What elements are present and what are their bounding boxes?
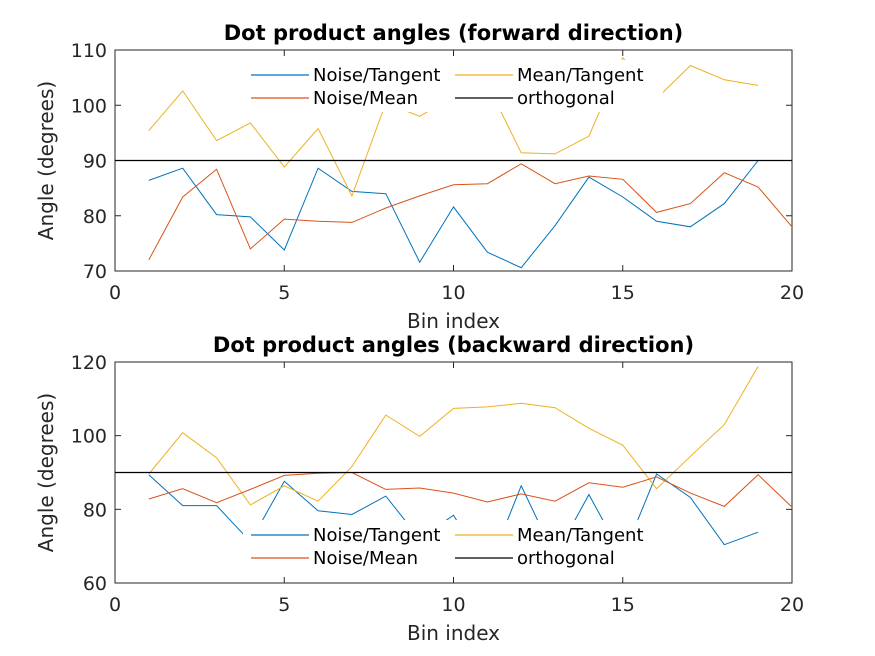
legend-background xyxy=(243,60,663,112)
x-tick-label: 20 xyxy=(780,282,804,304)
chart-title: Dot product angles (backward direction) xyxy=(213,333,694,357)
y-tick-label: 60 xyxy=(83,573,107,595)
series-line-noise-mean xyxy=(148,471,793,508)
y-axis-label: Angle (degrees) xyxy=(34,81,58,240)
legend-background xyxy=(243,520,663,572)
legend-label-mean-tangent: Mean/Tangent xyxy=(517,525,644,546)
y-tick-label: 80 xyxy=(83,499,107,521)
x-tick-label: 0 xyxy=(109,594,121,616)
y-tick-label: 80 xyxy=(83,206,107,228)
legend-label-orthogonal: orthogonal xyxy=(517,548,615,569)
y-tick-label: 90 xyxy=(83,151,107,173)
chart-title: Dot product angles (forward direction) xyxy=(224,21,684,45)
legend-label-noise-tangent: Noise/Tangent xyxy=(313,525,440,546)
series-line-noise-mean xyxy=(148,163,793,261)
legend-label-noise-mean: Noise/Mean xyxy=(313,88,418,109)
y-tick-label: 70 xyxy=(83,261,107,283)
x-axis-label: Bin index xyxy=(407,621,500,645)
x-tick-label: 5 xyxy=(278,594,290,616)
y-tick-label: 120 xyxy=(71,352,107,374)
legend-label-mean-tangent: Mean/Tangent xyxy=(517,65,644,86)
series-line-mean-tangent xyxy=(148,366,759,506)
legend-label-noise-tangent: Noise/Tangent xyxy=(313,65,440,86)
x-tick-label: 0 xyxy=(109,282,121,304)
legend-label-orthogonal: orthogonal xyxy=(517,88,615,109)
forward-direction-plot: 0 5 10 15 20 70 80 90 100 110 Dot product angles (… xyxy=(34,21,804,333)
x-tick-label: 15 xyxy=(611,282,635,304)
y-tick-label: 100 xyxy=(71,426,107,448)
x-tick-label: 15 xyxy=(611,594,635,616)
y-axis-label: Angle (degrees) xyxy=(34,393,58,552)
backward-direction-plot: 0 5 10 15 20 60 80 100 120 Dot product angles (ba… xyxy=(34,333,804,645)
x-tick-label: 10 xyxy=(441,594,465,616)
series-line-noise-tangent xyxy=(148,160,759,269)
y-tick-label: 110 xyxy=(71,40,107,62)
x-tick-label: 10 xyxy=(441,282,465,304)
y-tick-label: 100 xyxy=(71,95,107,117)
x-tick-label: 20 xyxy=(780,594,804,616)
legend: Noise/Tangent Mean/Tangent Noise/Mean ortho… xyxy=(243,520,663,572)
legend: Noise/Tangent Mean/Tangent Noise/Mean ortho… xyxy=(243,60,663,112)
x-tick-label: 5 xyxy=(278,282,290,304)
legend-label-noise-mean: Noise/Mean xyxy=(313,548,418,569)
x-axis-label: Bin index xyxy=(407,309,500,333)
